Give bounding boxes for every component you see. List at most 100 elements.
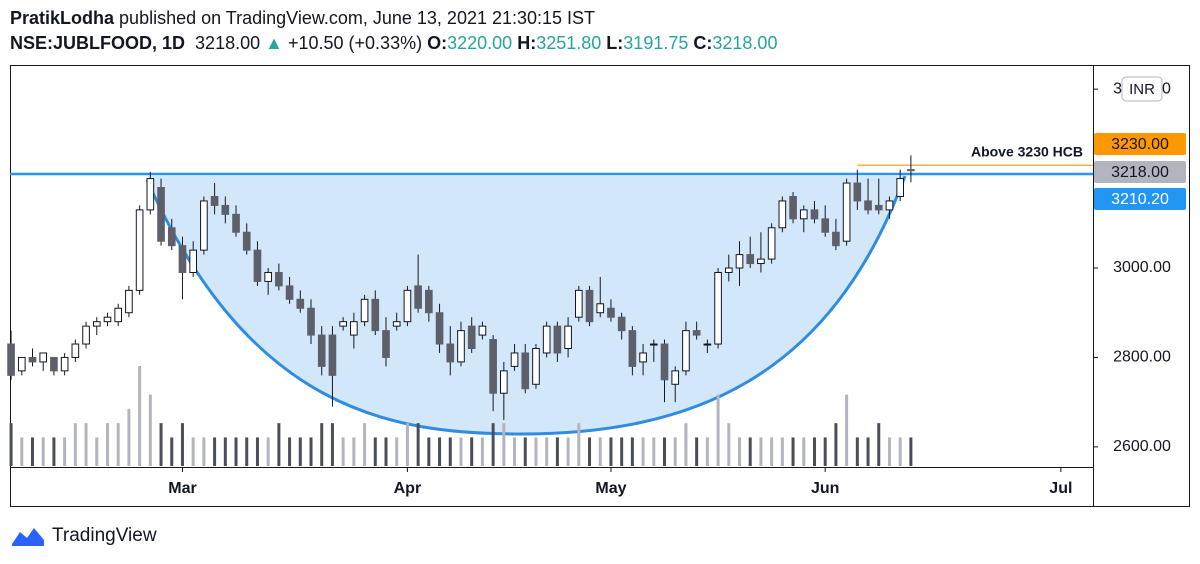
volume-bar [298,437,302,466]
volume-bar [459,437,463,466]
volume-bar [341,437,345,466]
candle-body [885,200,894,211]
candle-body [907,169,915,172]
volume-bar [780,437,784,466]
volume-bar [105,423,109,466]
candle-body [842,182,851,242]
volume-bar [148,394,152,466]
up-arrow: ▲ [265,33,283,53]
candle-body [467,325,476,350]
volume-bar [855,437,859,466]
volume-bar [866,437,870,466]
candle-body [521,352,530,390]
candle-body [532,348,540,385]
candle-body [703,343,712,346]
open-label: O: [427,33,448,53]
volume-bar [84,423,88,466]
volume-bar [159,423,163,466]
candle-body [724,267,733,273]
quote-line: NSE:JUBLFOOD, 1D 3218.00 ▲ +10.50 (+0.33… [10,31,777,56]
candle-body [200,200,208,251]
candle-body [767,227,776,260]
volume-bar [791,437,795,466]
volume-bar [352,437,356,466]
volume-bar [620,437,624,466]
volume-bar [759,437,763,466]
volume-bar [555,437,559,466]
footer: TradingView [10,524,157,548]
volume-bar [213,437,217,466]
candle-body [339,321,347,327]
open: 3220.00 [447,33,513,53]
logo [12,528,44,546]
high-label: H: [517,33,537,53]
volume-bar [255,437,259,466]
candle-body [360,298,369,323]
y-tick-label: 2800.00 [1113,349,1171,366]
candle-body [60,356,69,372]
candle-body [671,370,680,385]
volume-bar [909,437,913,466]
candle-body [371,298,380,332]
price-label-bg [1094,188,1186,210]
candle-body [114,307,123,323]
volume-bar [502,423,506,466]
volume-bar [705,437,709,466]
candle-body [510,352,519,367]
volume-bar [887,437,891,466]
price-label: 3218.00 [1111,164,1169,181]
header: PratikLodha published on TradingView.com… [10,6,777,56]
candle-body [896,178,905,197]
candle-body [607,307,615,318]
volume-bar [652,437,656,466]
volume-bar [9,423,13,466]
candle-body [146,178,155,211]
currency-badge [1121,76,1163,102]
candle-body [574,289,583,318]
candle-body [135,209,144,291]
candle-body [778,200,787,229]
candle-body [285,285,294,300]
price-label-bg [1094,133,1186,155]
volume-bar [802,437,806,466]
volume-bar [330,423,334,466]
candle-body [7,343,15,376]
volume-bar [30,437,34,466]
volume-bar [748,437,752,466]
volume-bar [770,437,774,466]
candle-body [457,330,465,363]
volume-bar [234,437,238,466]
author: PratikLodha [10,8,115,28]
volume-bar [545,437,549,466]
candle-body [789,195,797,220]
volume-bar [73,423,77,466]
brand: TradingView [52,525,157,546]
volume-bar [373,437,377,466]
candle-body [210,195,219,206]
candle-body [317,334,326,367]
volume-bar [170,437,174,466]
volume-bar [41,437,45,466]
candle-body [564,325,572,350]
volume-bar [641,437,645,466]
symbol: NSE:JUBLFOOD, 1D [10,33,186,53]
price-label: 3210.20 [1111,191,1169,208]
last-price: 3218.00 [195,33,261,53]
candle-body [446,343,455,363]
volume-bar [416,423,420,466]
volume-bar [727,423,731,466]
volume-bar [405,423,409,466]
volume-bar [598,437,602,466]
x-tick-label: Jun [811,480,839,497]
volume-bar [513,437,517,466]
volume-bar [823,437,827,466]
volume-bar [534,437,538,466]
volume-bar [266,437,270,466]
price-label: 3230.00 [1111,136,1169,153]
x-tick-label: Apr [394,480,422,497]
volume-bar [480,437,484,466]
volume-bar [277,423,281,466]
volume-bar [438,437,442,466]
annotation: Above 3230 HCB [971,144,1083,160]
